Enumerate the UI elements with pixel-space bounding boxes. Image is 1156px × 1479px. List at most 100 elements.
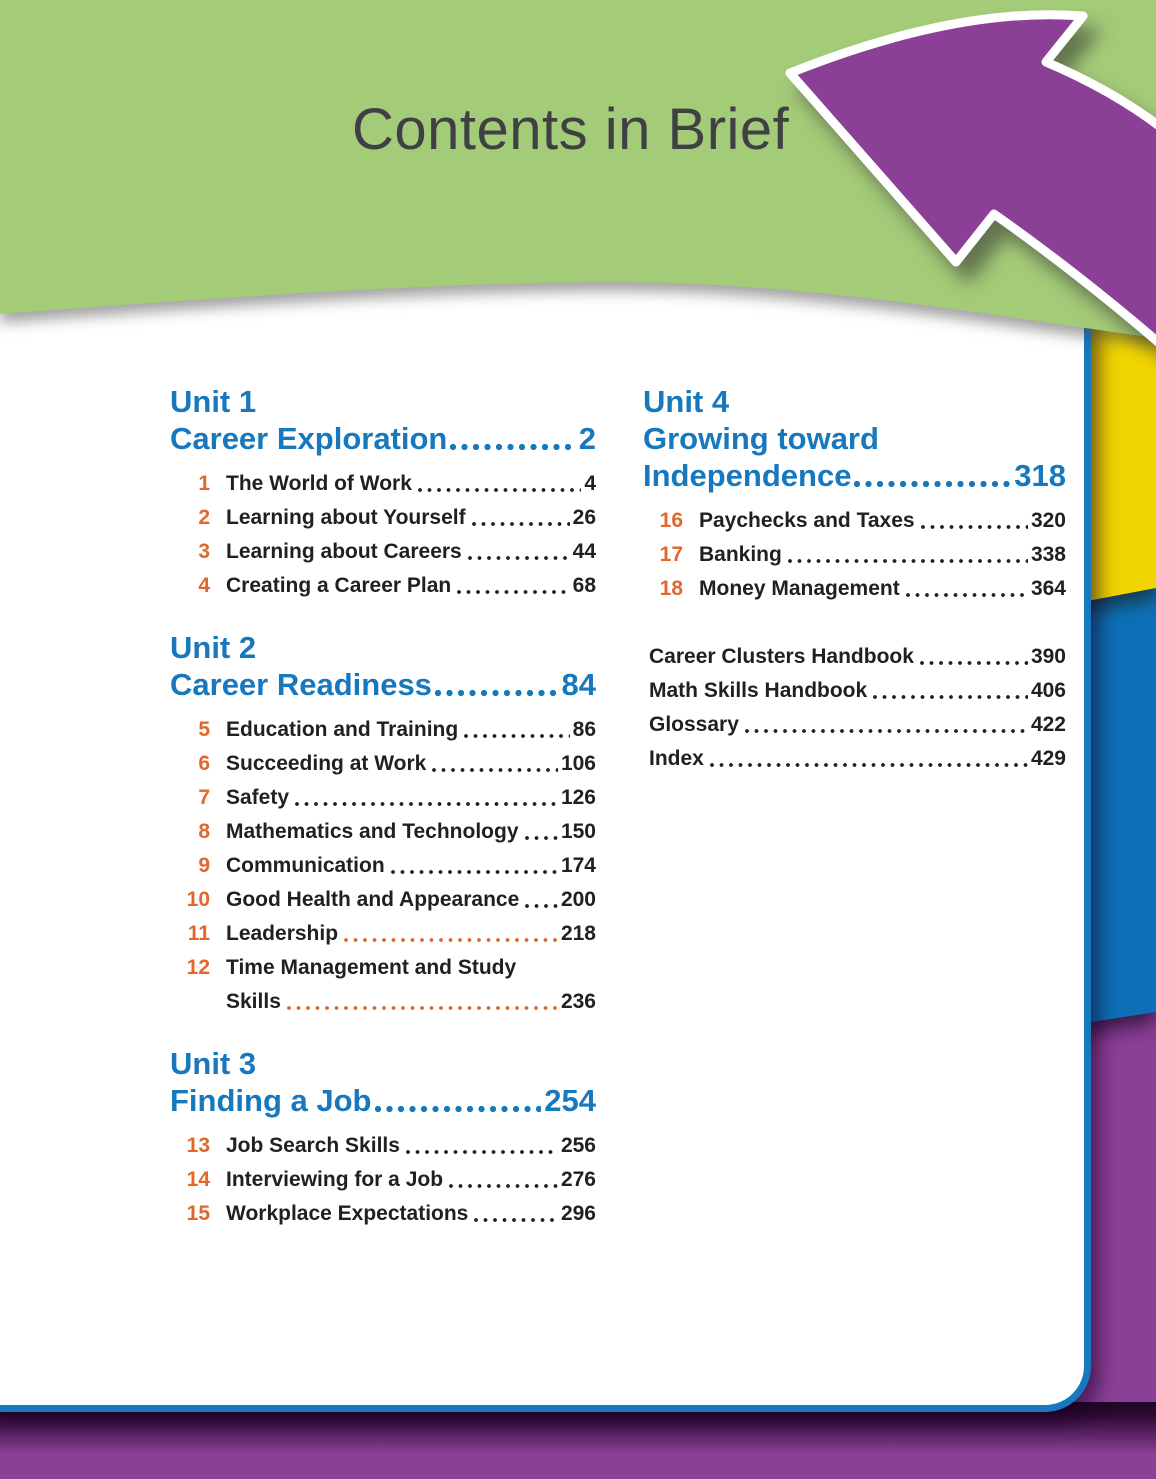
dot-leader [450, 420, 576, 457]
back-matter-page: 406 [1030, 679, 1066, 702]
dot-leader [405, 1129, 558, 1163]
chapter-number: 6 [198, 752, 210, 775]
unit-1-heading: Unit 1 Career Exploration 2 [170, 383, 596, 457]
back-matter-title: Math Skills Handbook [649, 679, 868, 702]
chapter-title: Learning about Careers [226, 540, 462, 563]
chapter-number: 14 [186, 1168, 210, 1191]
unit-label: Unit 2 [170, 630, 257, 665]
chapter-page: 174 [560, 854, 596, 877]
chapter-number: 17 [659, 543, 683, 566]
chapter-page: 296 [560, 1202, 596, 1225]
chapter-title: Safety [226, 786, 290, 809]
chapter-title: Paychecks and Taxes [699, 509, 915, 532]
unit-label: Unit 4 [643, 384, 730, 419]
toc-row-continuation: Skills 236 [170, 985, 596, 1019]
dot-leader [434, 666, 559, 703]
back-matter-section: Career Clusters Handbook 390 Math Skills… [643, 640, 1066, 776]
chapter-number: 16 [659, 509, 683, 532]
dot-leader [471, 501, 570, 535]
toc-row: 2 Learning about Yourself 26 [170, 501, 596, 535]
chapter-page: 364 [1030, 577, 1066, 600]
unit-4-heading: Unit 4 Growing toward Independence 318 [643, 383, 1066, 494]
unit-4-section: Unit 4 Growing toward Independence 318 1… [643, 383, 1066, 606]
chapter-number: 5 [198, 718, 210, 741]
dot-leader [524, 815, 558, 849]
back-matter-title: Index [649, 747, 704, 770]
chapter-title: Good Health and Appearance [226, 888, 520, 911]
unit-label: Unit 3 [170, 1046, 257, 1081]
chapter-title: Creating a Career Plan [226, 574, 452, 597]
back-matter-row: Index 429 [643, 742, 1066, 776]
unit-label: Unit 1 [170, 384, 257, 419]
chapter-number: 2 [198, 506, 210, 529]
chapter-number: 4 [198, 574, 210, 597]
unit-1-section: Unit 1 Career Exploration 2 1 The World … [170, 383, 596, 603]
back-matter-row: Glossary 422 [643, 708, 1066, 742]
chapter-title: Succeeding at Work [226, 752, 427, 775]
chapter-page: 276 [560, 1168, 596, 1191]
bottom-purple-band [0, 1402, 1156, 1479]
chapter-page: 200 [560, 888, 596, 911]
dot-leader [449, 1163, 558, 1197]
chapter-page: 26 [572, 506, 596, 529]
toc-column-right: Unit 4 Growing toward Independence 318 1… [643, 383, 1066, 776]
chapter-title: Workplace Expectations [226, 1202, 469, 1225]
chapter-page: 86 [572, 718, 596, 741]
toc-row: 6 Succeeding at Work 106 [170, 747, 596, 781]
back-matter-title: Career Clusters Handbook [649, 645, 914, 668]
unit-page: 254 [544, 1083, 596, 1118]
toc-row: 15 Workplace Expectations 296 [170, 1197, 596, 1231]
chapter-title: Time Management and Study [226, 956, 517, 979]
toc-row: 4 Creating a Career Plan 68 [170, 569, 596, 603]
toc-row: 13 Job Search Skills 256 [170, 1129, 596, 1163]
toc-row: 11 Leadership 218 [170, 917, 596, 951]
chapter-title: Mathematics and Technology [226, 820, 519, 843]
back-matter-title: Glossary [649, 713, 739, 736]
unit-title: Career Exploration [170, 421, 448, 456]
dot-leader [432, 747, 558, 781]
dot-leader [905, 572, 1028, 606]
back-matter-page: 429 [1030, 747, 1066, 770]
back-matter-row: Career Clusters Handbook 390 [643, 640, 1066, 674]
chapter-number: 3 [198, 540, 210, 563]
unit-page: 318 [1014, 458, 1066, 493]
unit-3-section: Unit 3 Finding a Job 254 13 Job Search S… [170, 1045, 596, 1231]
dot-leader [295, 781, 558, 815]
dot-leader [457, 569, 570, 603]
dot-leader [374, 1082, 542, 1119]
chapter-page: 126 [560, 786, 596, 809]
chapter-number: 18 [659, 577, 683, 600]
dot-leader [919, 640, 1028, 674]
chapter-title: Learning about Yourself [226, 506, 466, 529]
dot-leader [467, 535, 570, 569]
unit-2-heading: Unit 2 Career Readiness 84 [170, 629, 596, 703]
chapter-title: Communication [226, 854, 385, 877]
chapter-title: Money Management [699, 577, 900, 600]
dot-leader [744, 708, 1028, 742]
chapter-title: Interviewing for a Job [226, 1168, 444, 1191]
dot-leader [525, 883, 558, 917]
chapter-number: 12 [186, 956, 210, 979]
toc-row: 17 Banking 338 [643, 538, 1066, 572]
chapter-page: 44 [572, 540, 596, 563]
chapter-number: 1 [198, 472, 210, 495]
dot-leader [873, 674, 1028, 708]
dot-leader [464, 713, 570, 747]
unit-page: 2 [578, 421, 596, 456]
unit-3-heading: Unit 3 Finding a Job 254 [170, 1045, 596, 1119]
chapter-page: 4 [584, 472, 596, 495]
back-matter-page: 390 [1030, 645, 1066, 668]
chapter-title: The World of Work [226, 472, 412, 495]
dot-leader [390, 849, 558, 883]
toc-row: 1 The World of Work 4 [170, 467, 596, 501]
dot-leader [417, 467, 582, 501]
toc-row: 5 Education and Training 86 [170, 713, 596, 747]
chapter-number-spacer [170, 985, 226, 1019]
dot-leader [474, 1197, 558, 1231]
unit-page: 84 [561, 667, 596, 702]
toc-column-left: Unit 1 Career Exploration 2 1 The World … [170, 383, 596, 1257]
unit-title: Finding a Job [170, 1083, 372, 1118]
unit-title-line1: Growing toward [643, 421, 879, 456]
unit-title: Career Readiness [170, 667, 432, 702]
